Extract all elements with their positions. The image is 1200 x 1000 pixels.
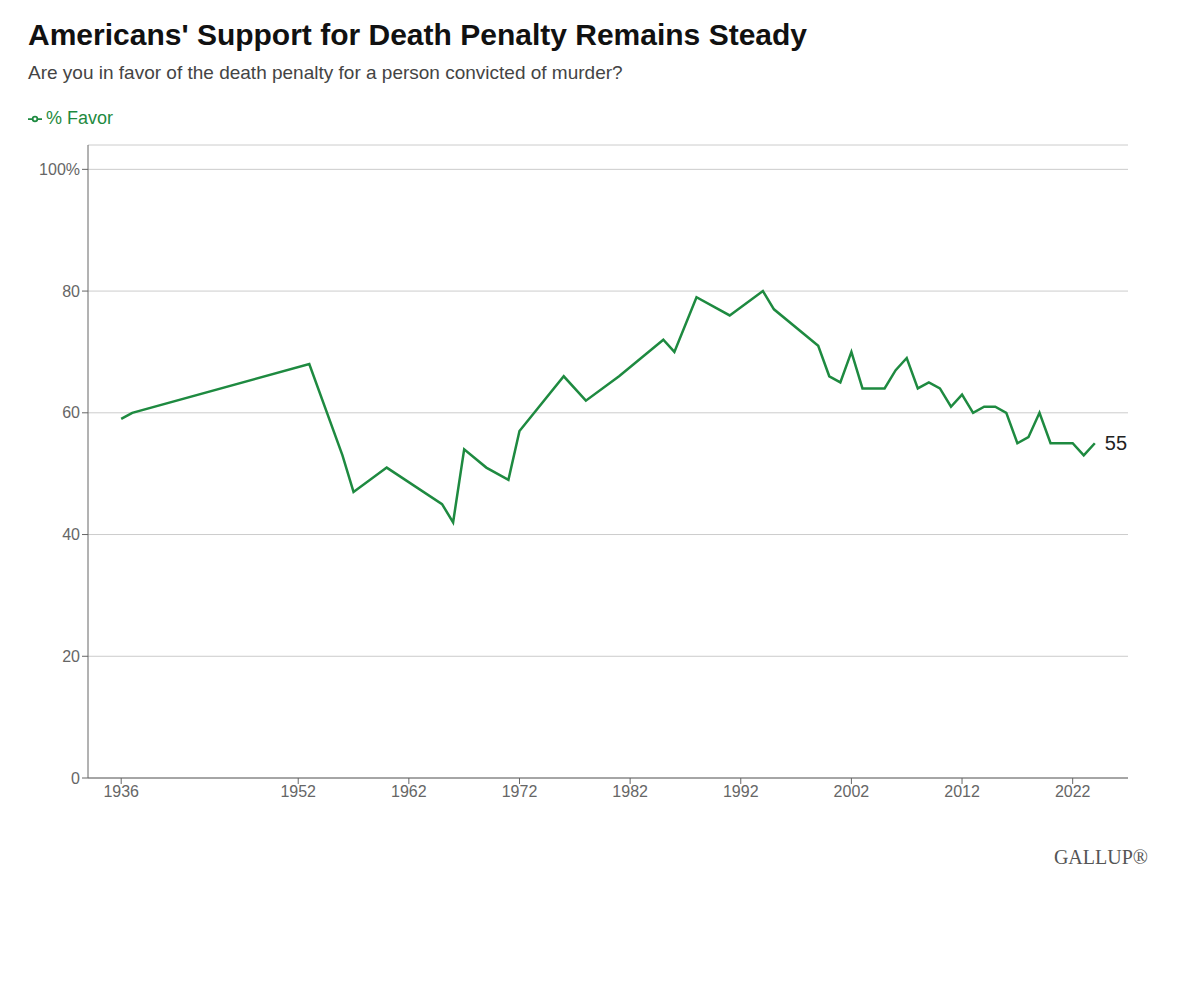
svg-text:1982: 1982 [612, 783, 648, 800]
svg-text:0: 0 [71, 770, 80, 787]
svg-text:1972: 1972 [502, 783, 538, 800]
svg-text:1952: 1952 [280, 783, 316, 800]
svg-text:1936: 1936 [103, 783, 139, 800]
html-text:Americans' Support for Death P: Americans' Support for Death Penalty Rem… [28, 18, 807, 51]
html-text:Are you in favor of the death: Are you in favor of the death penalty fo… [28, 62, 623, 83]
svg-text:2022: 2022 [1055, 783, 1091, 800]
svg-text:80: 80 [62, 283, 80, 300]
svg-text:55: 55 [1105, 432, 1127, 454]
svg-text:20: 20 [62, 648, 80, 665]
svg-text:100%: 100% [39, 161, 80, 178]
svg-text:40: 40 [62, 526, 80, 543]
svg-text:2002: 2002 [834, 783, 870, 800]
html-text:% Favor: % Favor [46, 108, 113, 128]
svg-text:1992: 1992 [723, 783, 759, 800]
svg-text:60: 60 [62, 404, 80, 421]
svg-text:2012: 2012 [944, 783, 980, 800]
html-text:GALLUP®: GALLUP® [1053, 846, 1148, 868]
svg-text:1962: 1962 [391, 783, 427, 800]
